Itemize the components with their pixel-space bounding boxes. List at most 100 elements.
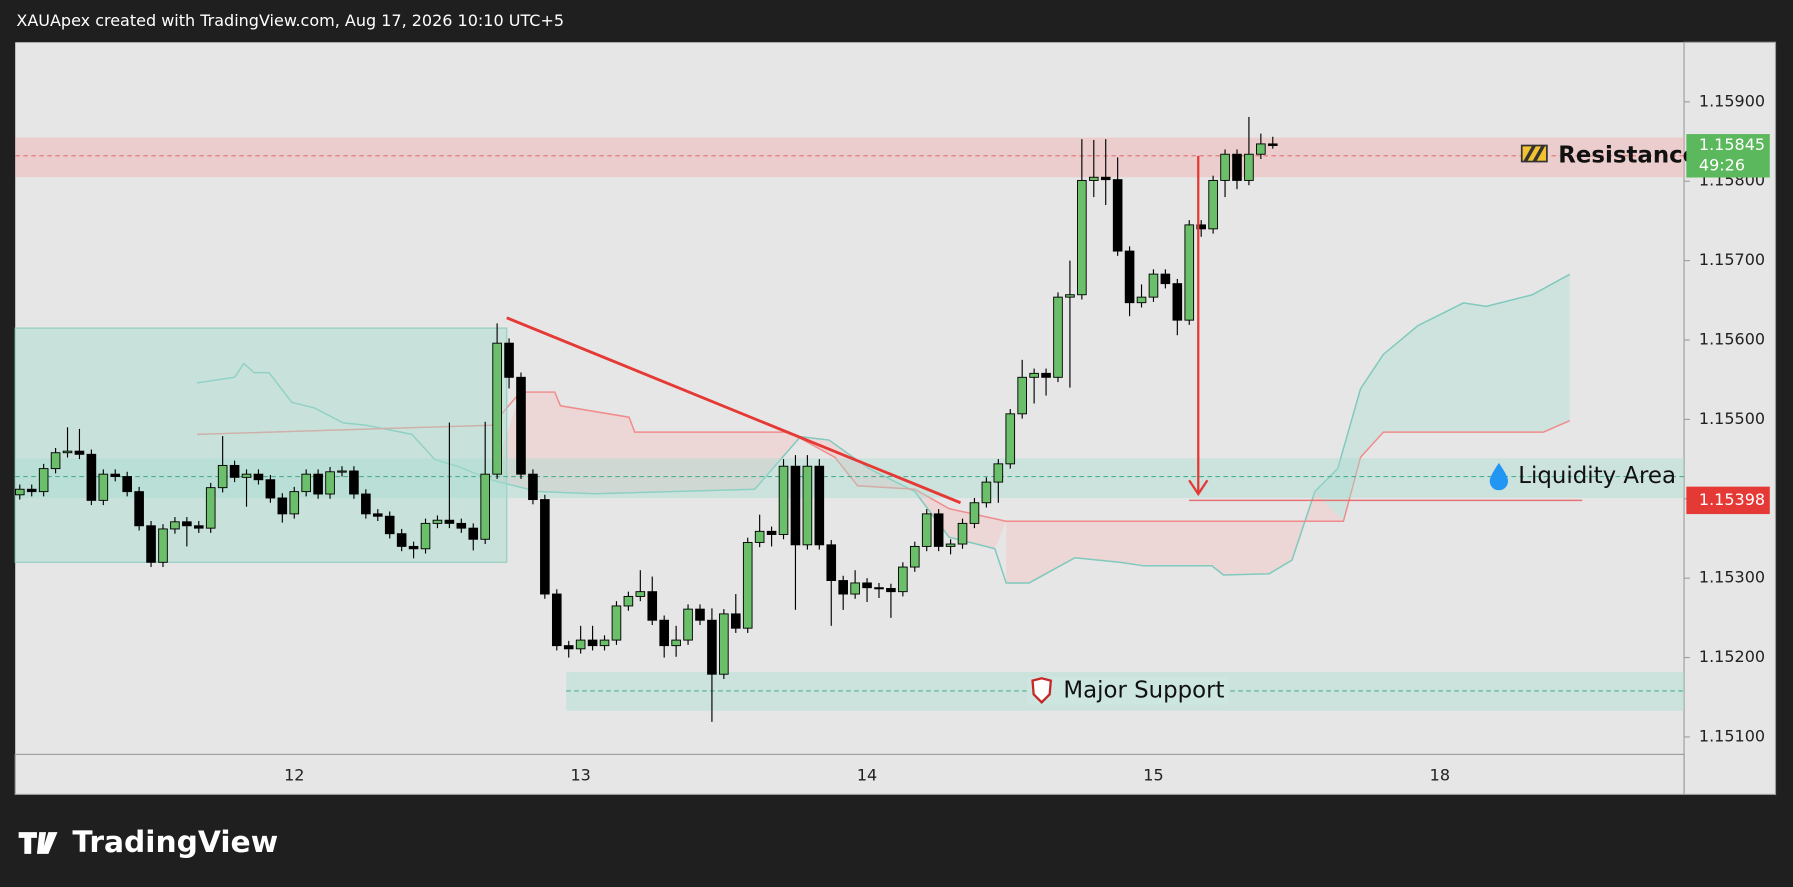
- ichimoku-cloud: [196, 273, 1571, 584]
- candle-body: [790, 465, 801, 546]
- candle-body: [432, 519, 443, 524]
- candle-body: [229, 464, 240, 478]
- candle-body: [551, 593, 562, 647]
- candle-body: [1244, 153, 1254, 181]
- candle-body: [14, 488, 25, 496]
- candle-body: [838, 580, 848, 595]
- x-axis-area: [14, 753, 1685, 795]
- candle-body: [981, 481, 992, 504]
- candle-body: [50, 452, 61, 470]
- candle-body: [623, 595, 634, 607]
- last-price-box: [1686, 134, 1770, 178]
- candle-body: [158, 528, 168, 563]
- candle-body: [253, 473, 264, 481]
- candle-body: [563, 645, 574, 650]
- candle-body: [671, 639, 681, 647]
- candle-body: [182, 521, 192, 527]
- candle-body: [1196, 224, 1206, 230]
- candle-body: [1172, 283, 1183, 321]
- candle-body: [122, 476, 132, 493]
- candle-body: [1256, 143, 1266, 155]
- candle-body: [384, 515, 395, 535]
- candle-body: [886, 588, 896, 593]
- candle-body: [1267, 143, 1278, 146]
- candle-body: [241, 473, 252, 478]
- cloud-fill: [1314, 274, 1570, 522]
- candle-body: [898, 566, 908, 593]
- candle-body: [874, 587, 884, 590]
- y-tick-label: 1.15100: [1699, 726, 1765, 745]
- candle-body: [814, 465, 825, 546]
- candle-body: [193, 525, 204, 529]
- candle-body: [1065, 294, 1075, 298]
- marked-price-label: 1.15398: [1699, 490, 1765, 509]
- candle-body: [862, 582, 872, 589]
- candle-body: [1053, 296, 1063, 378]
- y-tick-label: 1.15200: [1699, 647, 1765, 666]
- candle-body: [587, 639, 598, 647]
- candle-body: [361, 493, 371, 515]
- candle-body: [778, 465, 789, 535]
- candle-body: [921, 513, 932, 547]
- candle-body: [1208, 179, 1218, 230]
- candle-body: [492, 342, 502, 475]
- candle-body: [1112, 179, 1123, 252]
- candle-body: [695, 608, 705, 621]
- x-tick-label: 18: [1430, 766, 1450, 785]
- candle-body: [683, 608, 693, 641]
- cloud-line: [196, 273, 1571, 584]
- candle-body: [444, 519, 455, 524]
- zone-label: Liquidity Area: [1518, 463, 1676, 489]
- candle-body: [277, 497, 288, 515]
- candle-body: [301, 473, 311, 493]
- candle-body: [540, 499, 550, 595]
- resistance-icon-stripes: [1523, 144, 1545, 163]
- marked-price-box: [1686, 486, 1770, 515]
- logo: TradingView: [18, 825, 278, 860]
- candle-body: [1017, 376, 1027, 415]
- candle-body: [802, 465, 813, 546]
- y-tick-label: 1.15300: [1699, 568, 1765, 587]
- candle-body: [707, 619, 717, 675]
- candle-body: [826, 544, 837, 582]
- candle-body: [1005, 413, 1016, 465]
- candle-body: [1232, 153, 1242, 181]
- candle-body: [146, 525, 156, 563]
- x-tick-label: 15: [1143, 766, 1163, 785]
- candle-body: [265, 479, 276, 499]
- candle-body: [408, 545, 419, 550]
- candle-body: [528, 473, 538, 501]
- candle-body: [611, 605, 622, 641]
- y-tick-label: 1.15500: [1699, 409, 1765, 428]
- range-box: [14, 327, 508, 563]
- y-tick-label: 1.15900: [1699, 91, 1765, 110]
- zone: [15, 137, 1685, 178]
- zone-label: Major Support: [1063, 677, 1224, 703]
- candle-body: [659, 619, 669, 647]
- candle-body: [647, 591, 658, 621]
- droplet-icon: [1489, 462, 1509, 491]
- candle-body: [933, 513, 944, 547]
- candle-body: [1100, 176, 1111, 181]
- candle-body: [1160, 273, 1171, 285]
- candle-body: [1184, 224, 1195, 321]
- cloud-line: [196, 391, 1571, 522]
- label-bg: [1026, 677, 1228, 705]
- y-tick-label: 1.15600: [1699, 329, 1765, 348]
- cloud-fill: [1006, 491, 1344, 583]
- x-tick-label: 13: [570, 766, 590, 785]
- candle-body: [170, 521, 180, 530]
- candle-body: [742, 541, 753, 629]
- candle-body: [468, 527, 479, 540]
- candle-body: [456, 522, 467, 529]
- candle-body: [325, 471, 335, 495]
- candle-body: [1148, 273, 1159, 298]
- candle-body: [635, 591, 646, 597]
- candle-body: [993, 463, 1004, 483]
- candle-body: [909, 545, 920, 568]
- candle-body: [1136, 296, 1147, 304]
- candle-body: [730, 613, 741, 629]
- candle-body: [217, 464, 228, 489]
- candle-body: [337, 470, 347, 473]
